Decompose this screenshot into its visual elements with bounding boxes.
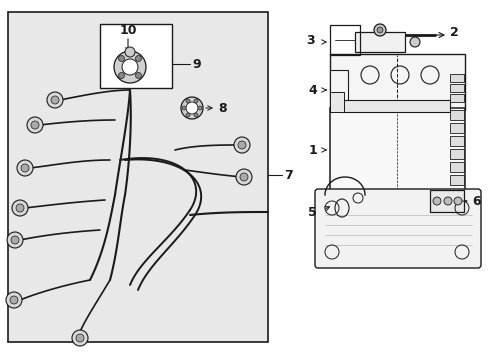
Text: 2: 2: [449, 26, 458, 39]
Bar: [329, 25, 359, 55]
FancyBboxPatch shape: [314, 189, 480, 268]
Bar: [354, 32, 404, 52]
Circle shape: [234, 137, 249, 153]
Circle shape: [118, 72, 124, 78]
Circle shape: [7, 232, 23, 248]
Bar: [339, 100, 449, 112]
Text: 7: 7: [284, 168, 292, 181]
Text: 8: 8: [218, 102, 226, 114]
Circle shape: [240, 173, 247, 181]
Bar: [449, 110, 463, 120]
Circle shape: [194, 99, 198, 103]
Circle shape: [16, 204, 24, 212]
Circle shape: [21, 164, 29, 172]
Circle shape: [185, 102, 198, 114]
Circle shape: [118, 55, 124, 62]
Bar: [449, 149, 463, 159]
Circle shape: [181, 97, 203, 119]
Circle shape: [125, 47, 135, 57]
Circle shape: [51, 96, 59, 104]
Circle shape: [114, 51, 146, 83]
Circle shape: [72, 330, 88, 346]
Circle shape: [376, 27, 382, 33]
Text: 10: 10: [120, 23, 137, 36]
Circle shape: [453, 197, 461, 205]
Circle shape: [236, 169, 251, 185]
Bar: [449, 175, 463, 185]
Circle shape: [76, 334, 84, 342]
Circle shape: [182, 106, 185, 110]
Bar: [100, 24, 172, 88]
Text: 9: 9: [192, 58, 200, 71]
Bar: [449, 123, 463, 133]
Bar: [449, 74, 463, 82]
Circle shape: [27, 117, 43, 133]
Circle shape: [238, 141, 245, 149]
Bar: [449, 136, 463, 146]
Circle shape: [12, 200, 28, 216]
Text: 3: 3: [306, 33, 314, 46]
Bar: [329, 92, 343, 112]
Circle shape: [47, 92, 63, 108]
Bar: [329, 54, 464, 110]
Circle shape: [122, 59, 138, 75]
Circle shape: [198, 106, 202, 110]
Bar: [329, 70, 347, 100]
Circle shape: [194, 113, 198, 117]
Circle shape: [6, 292, 22, 308]
Bar: [449, 162, 463, 172]
Circle shape: [443, 197, 451, 205]
Circle shape: [373, 24, 385, 36]
Circle shape: [31, 121, 39, 129]
Text: 5: 5: [307, 206, 316, 219]
Circle shape: [17, 160, 33, 176]
Text: 4: 4: [307, 84, 316, 96]
Bar: [429, 190, 463, 212]
Text: 6: 6: [471, 194, 480, 207]
Circle shape: [409, 37, 419, 47]
Circle shape: [11, 236, 19, 244]
Circle shape: [135, 72, 141, 78]
Circle shape: [185, 113, 190, 117]
Circle shape: [135, 55, 141, 62]
Circle shape: [10, 296, 18, 304]
Bar: [449, 94, 463, 102]
Bar: [449, 84, 463, 92]
Text: 1: 1: [307, 144, 316, 157]
Circle shape: [432, 197, 440, 205]
Circle shape: [185, 99, 190, 103]
Bar: [8, 12, 267, 342]
Bar: [329, 108, 464, 192]
